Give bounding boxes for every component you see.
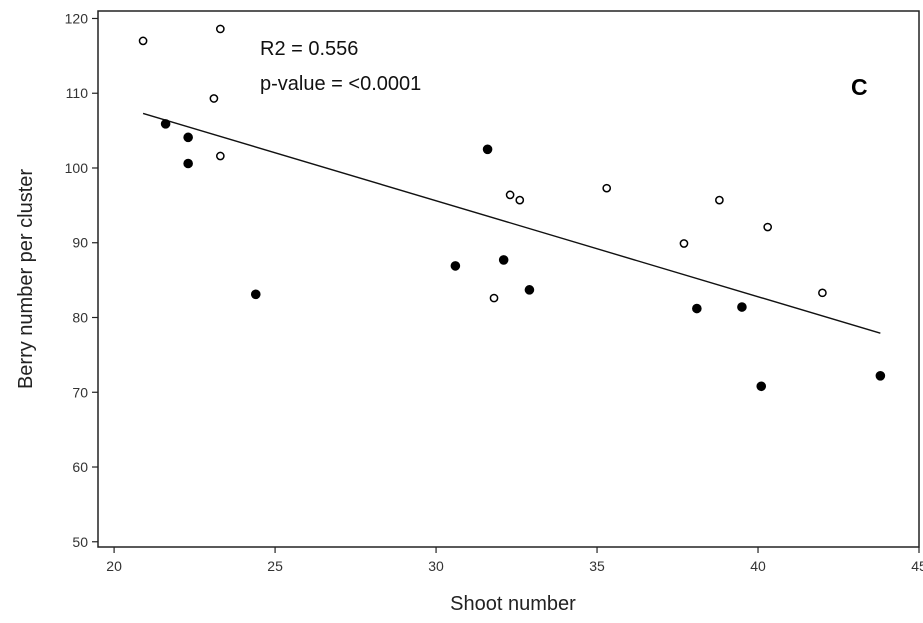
open-data-point	[515, 195, 525, 205]
x-axis: 20 25 30 35 40 45	[106, 547, 923, 574]
y-tick-label: 90	[72, 235, 88, 251]
x-tick-label: 20	[106, 558, 122, 574]
x-tick-label: 40	[750, 558, 766, 574]
filled-data-point	[756, 381, 767, 392]
open-data-point	[209, 94, 219, 103]
open-data-point	[138, 36, 148, 46]
open-data-point	[215, 151, 225, 161]
filled-data-point	[183, 132, 193, 143]
filled-data-point	[250, 289, 261, 300]
x-tick-label: 25	[267, 558, 283, 574]
y-tick-label: 70	[72, 384, 88, 400]
y-tick-label: 60	[72, 459, 88, 475]
plot-frame	[97, 10, 920, 548]
data-points	[138, 24, 886, 392]
y-axis: 50 60 70 80 90 100 110 120	[65, 10, 98, 550]
open-data-point	[505, 190, 515, 200]
filled-data-point	[524, 285, 535, 295]
pvalue-annotation: p-value = <0.0001	[260, 73, 421, 95]
filled-data-point	[875, 371, 886, 381]
filled-data-point	[450, 261, 461, 271]
filled-data-point	[692, 303, 702, 314]
filled-data-point	[482, 144, 493, 155]
open-data-point	[763, 222, 773, 232]
y-tick-label: 80	[72, 309, 88, 325]
y-tick-label: 100	[65, 160, 89, 176]
r2-annotation: R2 = 0.556	[260, 38, 358, 60]
x-axis-label: Shoot number	[450, 593, 576, 615]
x-tick-label: 35	[589, 558, 605, 574]
open-data-point	[679, 239, 689, 248]
filled-data-point	[160, 119, 171, 129]
regression-line	[142, 112, 881, 334]
y-tick-label: 110	[66, 85, 89, 101]
filled-data-point	[737, 302, 747, 312]
open-data-point	[215, 24, 225, 34]
open-data-point	[715, 195, 724, 205]
y-tick-label: 120	[65, 10, 89, 26]
filled-data-point	[498, 255, 509, 265]
open-data-point	[602, 183, 612, 193]
y-tick-label: 50	[72, 534, 88, 550]
panel-label: C	[851, 74, 868, 100]
y-axis-label: Berry number per cluster	[15, 169, 37, 389]
x-tick-label: 45	[911, 558, 923, 574]
open-data-point	[489, 293, 499, 303]
open-data-point	[818, 288, 827, 298]
filled-data-point	[183, 158, 193, 169]
x-tick-label: 30	[428, 558, 444, 574]
